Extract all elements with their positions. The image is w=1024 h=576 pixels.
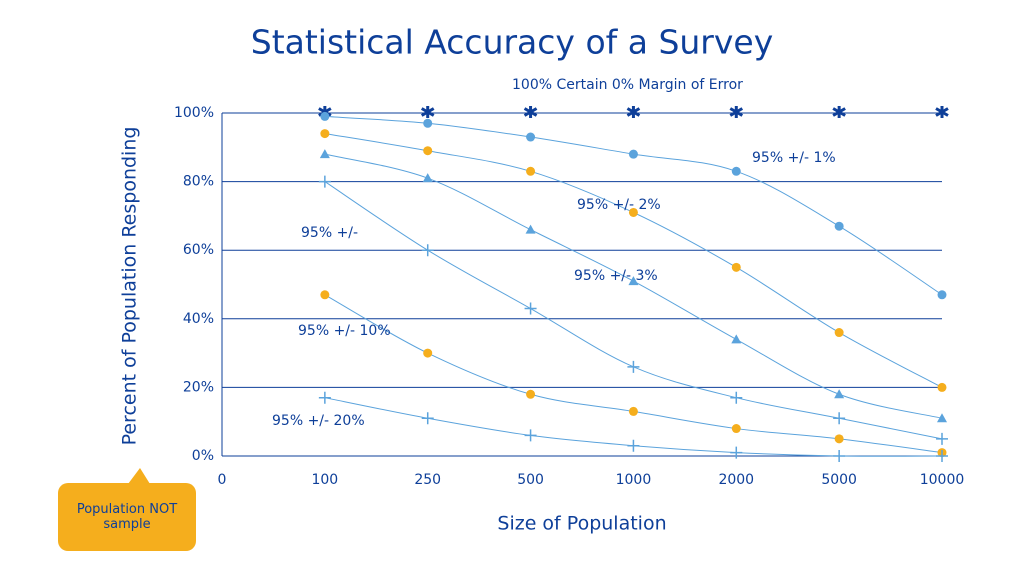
series-label: 95% +/- 2% (577, 197, 661, 213)
point (628, 207, 638, 217)
point (937, 413, 947, 423)
point (320, 129, 330, 139)
chart-title: Statistical Accuracy of a Survey (251, 23, 774, 62)
point (627, 360, 640, 373)
series-label: 95% +/- 10% (298, 323, 391, 339)
point (423, 146, 433, 156)
point (834, 328, 844, 338)
x-tick-label: 0 (218, 472, 227, 488)
callout: Population NOT sample (58, 483, 196, 551)
point (833, 412, 846, 425)
point (833, 450, 846, 462)
point (524, 302, 537, 315)
point (421, 244, 434, 257)
point (320, 111, 330, 121)
point (627, 439, 640, 452)
point (421, 412, 434, 425)
point (937, 290, 947, 300)
series-label: 95% +/- 20% (272, 413, 365, 429)
point (936, 432, 948, 445)
series-line (324, 133, 943, 388)
point (626, 106, 641, 118)
point (525, 224, 536, 234)
point (524, 429, 537, 442)
y-axis-label: Percent of Population Responding (119, 127, 141, 446)
y-tick-label: 40% (183, 311, 214, 327)
point (526, 166, 536, 176)
point (731, 424, 741, 434)
point (318, 391, 331, 404)
series-label: 95% +/- 1% (752, 150, 836, 166)
point (731, 166, 741, 176)
point (523, 106, 538, 118)
point (731, 334, 742, 344)
point (937, 382, 947, 392)
point (628, 276, 639, 286)
callout-tail (128, 468, 150, 484)
point (628, 149, 638, 159)
x-tick-label: 5000 (821, 472, 857, 488)
point (935, 106, 949, 118)
point (320, 290, 330, 300)
point (936, 450, 948, 462)
x-tick-label: 1000 (616, 472, 652, 488)
point (834, 221, 844, 231)
point (729, 106, 744, 118)
x-tick-label: 500 (517, 472, 544, 488)
point (526, 132, 536, 142)
point (318, 175, 331, 188)
series-label: 95% +/- 3% (574, 268, 658, 284)
point (730, 391, 743, 404)
point (422, 173, 433, 183)
point (319, 149, 330, 159)
y-tick-label: 80% (183, 174, 214, 190)
y-tick-label: 60% (183, 242, 214, 258)
point (420, 106, 435, 118)
point (832, 106, 846, 118)
x-tick-label: 250 (414, 472, 441, 488)
series-line (324, 181, 943, 440)
point (423, 348, 433, 358)
x-tick-label: 10000 (920, 472, 965, 488)
x-axis-label: Size of Population (497, 513, 666, 535)
series-line (324, 153, 943, 419)
x-tick-label: 100 (311, 472, 338, 488)
point (834, 389, 845, 399)
point (731, 262, 741, 272)
y-tick-label: 20% (183, 379, 214, 395)
point (628, 406, 638, 416)
y-tick-label: 0% (192, 448, 214, 464)
point (834, 434, 844, 444)
x-tick-label: 2000 (718, 472, 754, 488)
point (730, 446, 743, 459)
point (526, 389, 536, 399)
y-tick-label: 100% (174, 105, 214, 121)
point (423, 118, 433, 128)
series-label: 100% Certain 0% Margin of Error (512, 77, 743, 93)
series-label: 95% +/- (301, 225, 358, 241)
